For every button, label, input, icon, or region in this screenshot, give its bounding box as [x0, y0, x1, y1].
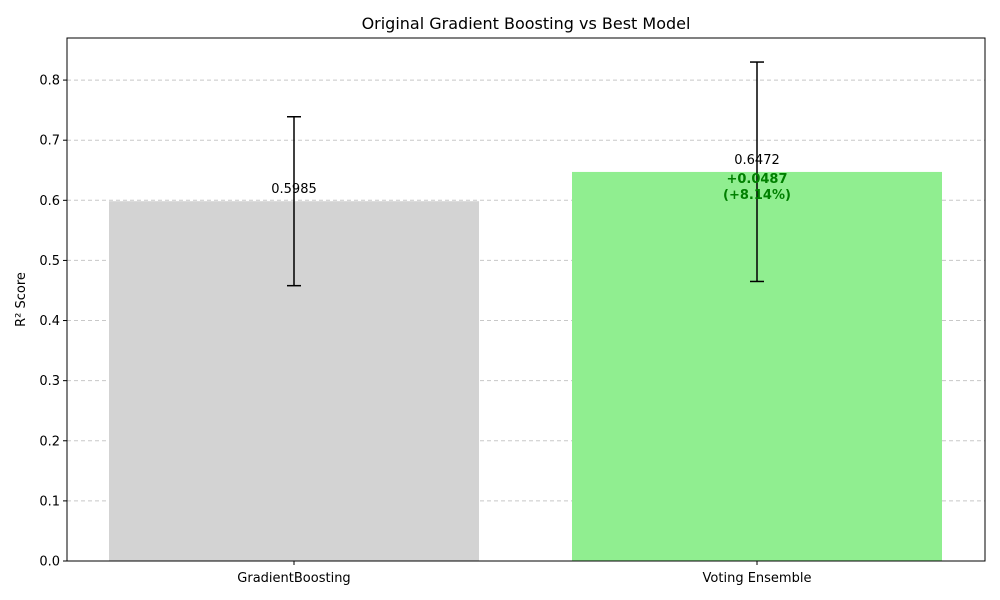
y-axis-label: R² Score: [14, 272, 29, 327]
x-tick-label: Voting Ensemble: [703, 571, 812, 586]
x-tick-label: GradientBoosting: [237, 571, 350, 586]
chart-title: Original Gradient Boosting vs Best Model: [362, 14, 691, 33]
error-bars: [287, 61, 764, 287]
bar-value-label: 0.6472: [734, 153, 780, 168]
y-tick-label: 0.6: [39, 194, 60, 209]
y-tick-label: 0.1: [39, 494, 60, 509]
improvement-delta-label: +0.0487: [726, 172, 787, 187]
bars: [109, 171, 942, 561]
y-tick-label: 0.4: [39, 314, 60, 329]
plot-frame: [66, 37, 986, 562]
y-tick-label: 0.2: [39, 434, 60, 449]
y-tick-label: 0.3: [39, 374, 60, 389]
y-tick-label: 0.0: [39, 555, 60, 570]
bar-value-label: 0.5985: [271, 182, 317, 197]
y-tick-label: 0.7: [39, 134, 60, 149]
y-axis-ticks: 0.0 0.1 0.2 0.3 0.4 0.5 0.6 0.7 0.8: [39, 74, 67, 570]
x-axis-ticks: GradientBoosting Voting Ensemble: [237, 561, 811, 586]
y-tick-label: 0.5: [39, 254, 60, 269]
improvement-percent-label: (+8.14%): [723, 188, 791, 203]
y-tick-label: 0.8: [39, 74, 60, 89]
bar-value-labels: 0.5985 0.6472: [271, 153, 780, 197]
